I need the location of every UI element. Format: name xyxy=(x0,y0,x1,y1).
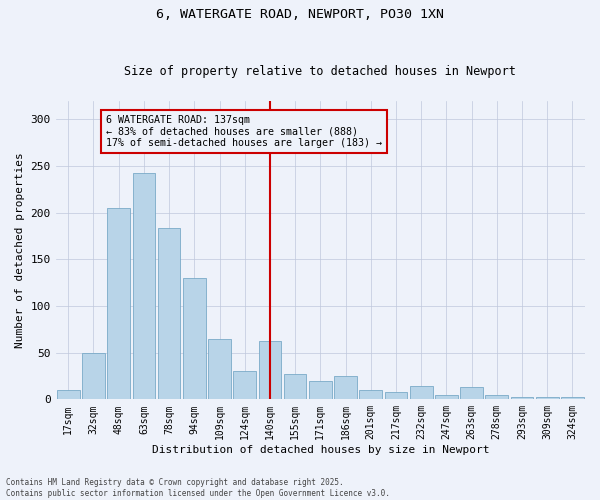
Bar xyxy=(511,398,533,400)
Bar xyxy=(284,374,307,400)
Bar xyxy=(485,394,508,400)
Bar xyxy=(460,387,483,400)
Bar xyxy=(233,372,256,400)
Bar xyxy=(334,376,357,400)
Bar xyxy=(183,278,206,400)
Title: Size of property relative to detached houses in Newport: Size of property relative to detached ho… xyxy=(124,66,516,78)
Text: Contains HM Land Registry data © Crown copyright and database right 2025.
Contai: Contains HM Land Registry data © Crown c… xyxy=(6,478,390,498)
Bar xyxy=(309,380,332,400)
Bar xyxy=(435,394,458,400)
Bar xyxy=(133,174,155,400)
Y-axis label: Number of detached properties: Number of detached properties xyxy=(15,152,25,348)
Bar xyxy=(158,228,181,400)
Bar xyxy=(536,396,559,400)
Bar xyxy=(57,390,80,400)
Bar xyxy=(107,208,130,400)
Bar xyxy=(259,342,281,400)
Text: 6, WATERGATE ROAD, NEWPORT, PO30 1XN: 6, WATERGATE ROAD, NEWPORT, PO30 1XN xyxy=(156,8,444,20)
Bar xyxy=(385,392,407,400)
X-axis label: Distribution of detached houses by size in Newport: Distribution of detached houses by size … xyxy=(152,445,489,455)
Bar xyxy=(561,398,584,400)
Text: 6 WATERGATE ROAD: 137sqm
← 83% of detached houses are smaller (888)
17% of semi-: 6 WATERGATE ROAD: 137sqm ← 83% of detach… xyxy=(106,114,382,148)
Bar xyxy=(410,386,433,400)
Bar xyxy=(82,352,105,400)
Bar xyxy=(208,338,231,400)
Bar xyxy=(359,390,382,400)
